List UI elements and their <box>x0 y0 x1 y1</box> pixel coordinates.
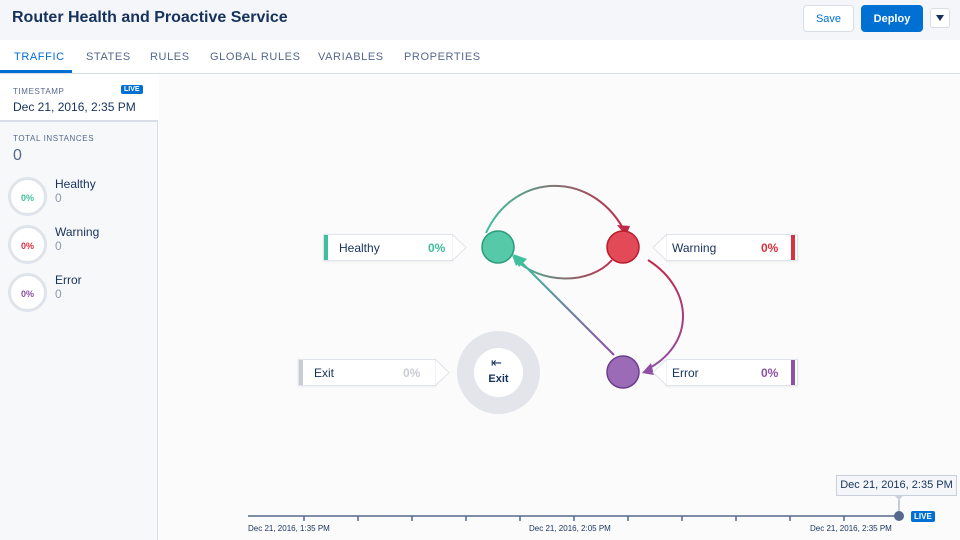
total-instances-value: 0 <box>13 147 22 164</box>
warning-count: 0 <box>55 239 62 253</box>
timestamp-panel: TIMESTAMP LIVE Dec 21, 2016, 2:35 PM <box>0 74 158 122</box>
exit-icon: ⇤ <box>491 355 502 370</box>
state-label-warning[interactable]: Warning 0% <box>666 234 798 261</box>
tab-variables[interactable]: VARIABLES <box>318 51 384 63</box>
warning-color-bar <box>791 235 795 260</box>
exit-color-bar <box>299 360 303 385</box>
active-tab-indicator <box>0 70 72 73</box>
stat-healthy: 0% Healthy 0 <box>0 174 157 220</box>
save-button[interactable]: Save <box>803 5 854 32</box>
timeline-label-end: Dec 21, 2016, 2:35 PM <box>810 524 892 533</box>
error-percent-ring: 0% <box>8 273 47 312</box>
tab-global-rules[interactable]: GLOBAL RULES <box>210 51 301 63</box>
timeline-current-tooltip: Dec 21, 2016, 2:35 PM <box>836 475 957 496</box>
error-state-name: Error <box>672 366 699 380</box>
warning-state-name: Warning <box>672 241 717 255</box>
warning-node[interactable] <box>606 230 640 264</box>
healthy-percent: 0% <box>20 193 34 203</box>
arrow-error-to-healthy[interactable] <box>515 256 615 356</box>
exit-node-label: Exit <box>488 373 509 385</box>
timeline-tooltip-arrow <box>894 495 904 500</box>
healthy-state-percent: 0% <box>428 241 446 255</box>
healthy-percent-ring: 0% <box>8 177 47 216</box>
error-state-percent: 0% <box>761 366 779 380</box>
timestamp-label: TIMESTAMP <box>13 87 65 96</box>
exit-state-percent: 0% <box>403 366 421 380</box>
healthy-state-name: Healthy <box>339 241 380 255</box>
tab-states[interactable]: STATES <box>86 51 131 63</box>
page-title: Router Health and Proactive Service <box>12 9 288 26</box>
exit-label-pointer <box>435 358 450 387</box>
tab-properties[interactable]: PROPERTIES <box>404 51 481 63</box>
stat-warning: 0% Warning 0 <box>0 222 157 268</box>
tab-bar: TRAFFIC STATES RULES GLOBAL RULES VARIAB… <box>0 40 960 74</box>
error-label: Error <box>55 273 82 287</box>
healthy-label: Healthy <box>55 177 96 191</box>
traffic-sidebar: TIMESTAMP LIVE Dec 21, 2016, 2:35 PM TOT… <box>0 74 158 540</box>
arrow-warning-to-healthy[interactable] <box>513 257 613 280</box>
healthy-count: 0 <box>55 191 62 205</box>
timestamp-value: Dec 21, 2016, 2:35 PM <box>13 100 136 114</box>
warning-label: Warning <box>55 225 100 239</box>
state-label-exit[interactable]: Exit 0% <box>298 359 436 386</box>
healthy-color-bar <box>324 235 328 260</box>
exit-node[interactable]: ⇤ Exit <box>457 331 540 414</box>
error-label-pointer <box>652 358 667 387</box>
exit-node-center: ⇤ Exit <box>474 348 523 397</box>
error-count: 0 <box>55 287 62 301</box>
warning-percent-ring: 0% <box>8 225 47 264</box>
state-diagram-canvas <box>159 74 960 540</box>
chevron-down-icon <box>936 15 944 21</box>
exit-state-name: Exit <box>314 366 335 380</box>
healthy-node[interactable] <box>481 230 515 264</box>
arrowhead-error-in <box>642 363 654 375</box>
timeline-scrubber[interactable] <box>894 511 904 521</box>
error-color-bar <box>791 360 795 385</box>
total-instances-label: TOTAL INSTANCES <box>13 134 95 143</box>
arrow-healthy-to-warning[interactable] <box>485 185 627 235</box>
tab-rules[interactable]: RULES <box>150 51 190 63</box>
warning-percent: 0% <box>20 241 34 251</box>
more-actions-button[interactable] <box>930 8 950 28</box>
timeline-label-start: Dec 21, 2016, 1:35 PM <box>248 524 330 533</box>
arrowhead-healthy-in-from-error <box>513 254 527 267</box>
page-header: Router Health and Proactive Service Save… <box>0 0 960 40</box>
error-node[interactable] <box>606 355 640 389</box>
stat-error: 0% Error 0 <box>0 270 157 316</box>
warning-state-percent: 0% <box>761 241 779 255</box>
live-badge: LIVE <box>121 85 143 94</box>
deploy-button[interactable]: Deploy <box>861 5 923 32</box>
warning-label-pointer <box>652 233 667 262</box>
timeline-label-middle: Dec 21, 2016, 2:05 PM <box>529 524 611 533</box>
state-label-error[interactable]: Error 0% <box>666 359 798 386</box>
timeline-live-badge[interactable]: LIVE <box>911 511 935 522</box>
tab-traffic[interactable]: TRAFFIC <box>14 51 65 63</box>
arrow-warning-to-error[interactable] <box>645 259 684 371</box>
healthy-label-pointer <box>452 233 467 262</box>
error-percent: 0% <box>20 289 34 299</box>
